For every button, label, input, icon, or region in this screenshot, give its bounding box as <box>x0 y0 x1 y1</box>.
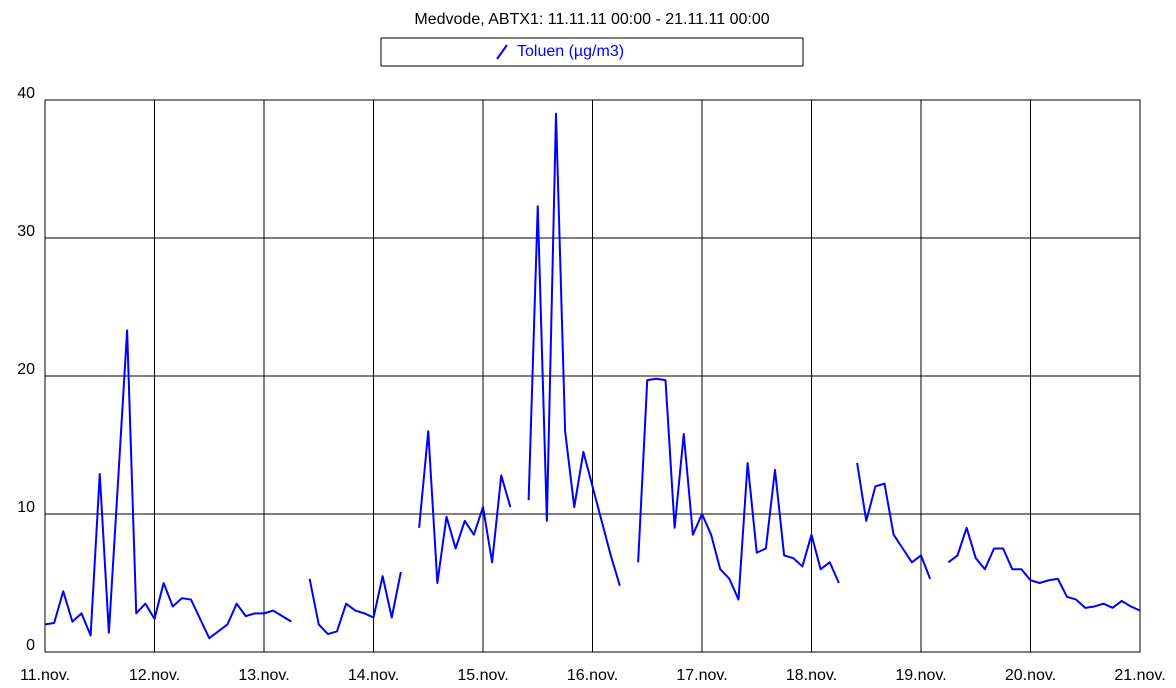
y-tick-label: 40 <box>17 85 35 102</box>
legend-label: Toluen (µg/m3) <box>517 43 624 60</box>
x-tick-label: 20.nov. <box>1005 667 1056 684</box>
x-tick-label: 16.nov. <box>567 667 618 684</box>
x-tick-label: 21.nov. <box>1114 667 1165 684</box>
y-tick-label: 10 <box>17 499 35 516</box>
x-tick-label: 14.nov. <box>348 667 399 684</box>
x-tick-label: 15.nov. <box>457 667 508 684</box>
y-tick-label: 0 <box>26 637 35 654</box>
x-tick-label: 12.nov. <box>129 667 180 684</box>
chart-title: Medvode, ABTX1: 11.11.11 00:00 - 21.11.1… <box>414 11 769 28</box>
y-tick-label: 20 <box>17 361 35 378</box>
x-tick-label: 13.nov. <box>238 667 289 684</box>
legend <box>380 37 804 67</box>
x-tick-label: 19.nov. <box>895 667 946 684</box>
x-tick-label: 17.nov. <box>676 667 727 684</box>
x-tick-label: 11.nov. <box>20 667 70 684</box>
x-tick-label: 18.nov. <box>786 667 837 684</box>
legend-icon <box>496 44 508 60</box>
y-tick-label: 30 <box>17 223 35 240</box>
data-line <box>44 112 1141 640</box>
